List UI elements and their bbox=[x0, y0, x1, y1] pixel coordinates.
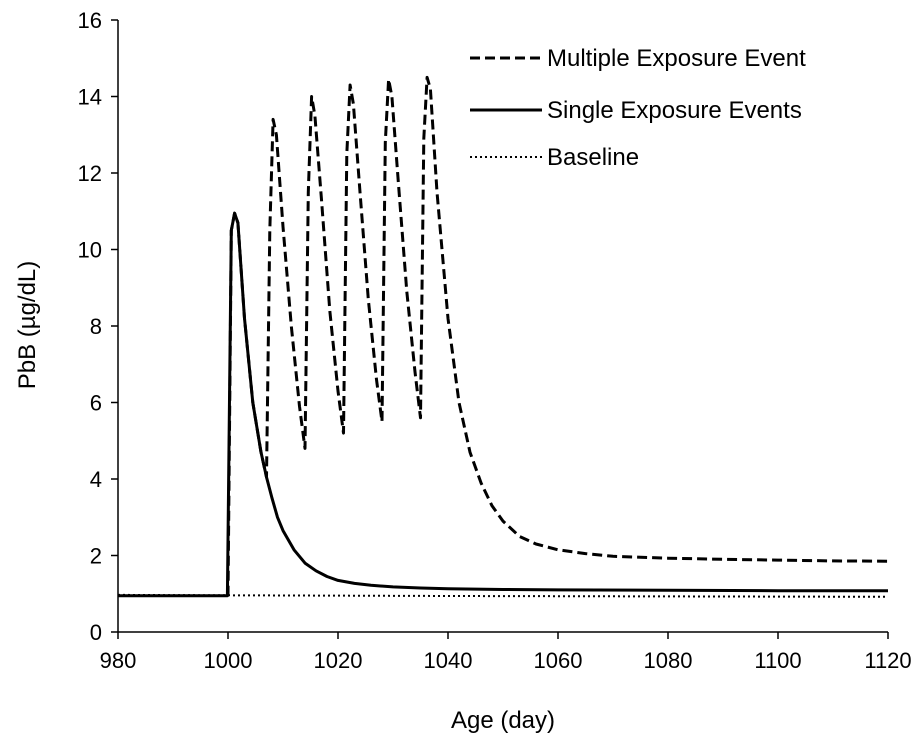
y-tick-label: 8 bbox=[90, 314, 102, 339]
x-tick-label: 1020 bbox=[314, 648, 363, 673]
y-tick-label: 0 bbox=[90, 620, 102, 645]
series-line-baseline bbox=[117, 593, 889, 598]
legend-label-baseline: Baseline bbox=[547, 144, 639, 171]
y-tick-label: 12 bbox=[78, 161, 102, 186]
series-line-single-exposure-events bbox=[118, 211, 888, 598]
y-tick-label: 14 bbox=[78, 85, 102, 110]
x-tick-label: 1000 bbox=[204, 648, 253, 673]
x-axis-title: Age (day) bbox=[451, 707, 555, 734]
x-tick-label: 1100 bbox=[754, 648, 801, 673]
x-tick-label: 1060 bbox=[534, 648, 583, 673]
y-tick-label: 16 bbox=[78, 8, 102, 33]
legend-label-single-exposure: Single Exposure Events bbox=[547, 97, 802, 124]
ticks-group: 980 1000 1020 1040 1060 1080 1100 1120 0 2 4 6 8 10 12… bbox=[78, 8, 912, 673]
x-tick-label: 1120 bbox=[864, 648, 911, 673]
y-tick-label: 4 bbox=[90, 467, 102, 492]
x-tick-label: 1080 bbox=[644, 648, 693, 673]
y-tick-label: 6 bbox=[90, 391, 102, 416]
legend: Multiple Exposure Event Single Exposure … bbox=[470, 45, 806, 171]
legend-label-multiple-exposure: Multiple Exposure Event bbox=[547, 45, 806, 72]
y-tick-label: 2 bbox=[90, 544, 102, 569]
y-tick-label: 10 bbox=[78, 238, 102, 263]
x-tick-label: 980 bbox=[100, 648, 137, 673]
series-line-multiple-exposure-event bbox=[226, 75, 889, 596]
y-axis-title: PbB (µg/dL) bbox=[14, 261, 41, 390]
plot-series-group bbox=[117, 75, 889, 598]
x-tick-label: 1040 bbox=[424, 648, 473, 673]
